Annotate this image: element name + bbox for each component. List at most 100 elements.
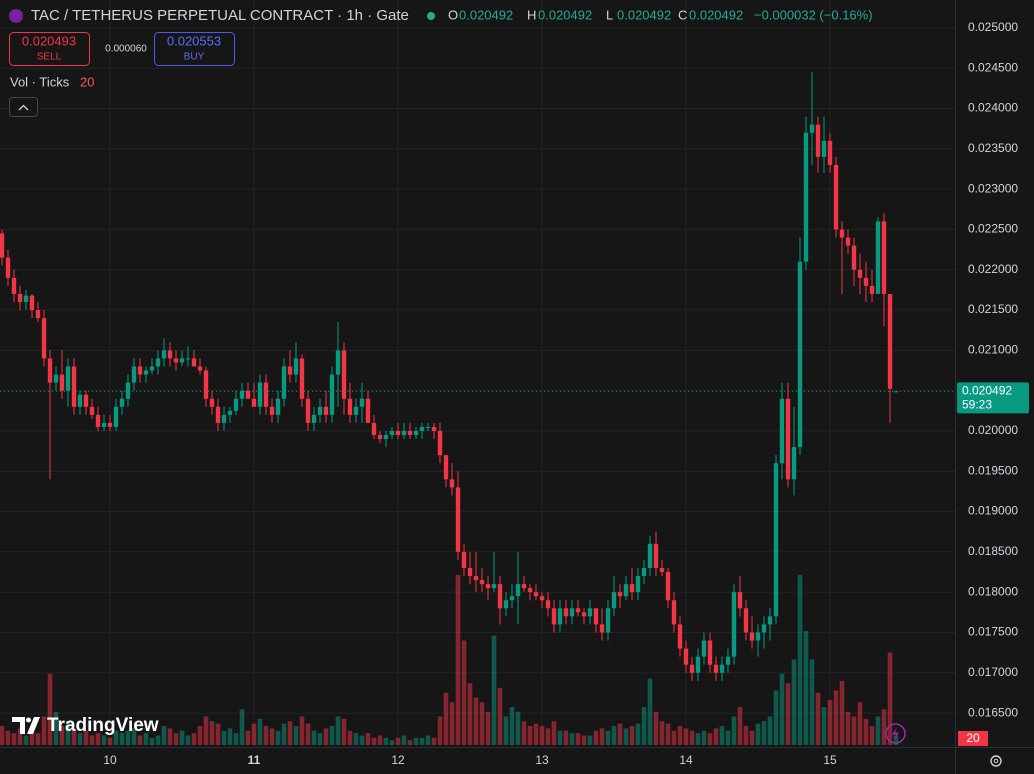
candle-body: [341, 350, 347, 399]
candle-body: [209, 398, 215, 407]
y-tick-label: 0.022500: [968, 222, 1018, 236]
candle-body: [677, 624, 683, 649]
volume-bar: [101, 735, 107, 745]
volume-bar: [383, 737, 389, 745]
collapse-box: [9, 97, 38, 117]
volume-bar: [131, 728, 137, 745]
volume-bar: [215, 723, 221, 745]
volume-bar: [755, 723, 761, 745]
volume-bar: [491, 635, 497, 745]
volume-bar: [497, 688, 503, 745]
lightning-button[interactable]: [885, 723, 906, 744]
volume-bar: [335, 716, 341, 745]
candle-body: [101, 422, 107, 427]
volume-bar: [23, 735, 29, 745]
volume-bar: [329, 726, 335, 745]
candle-body: [137, 366, 143, 375]
volume-bar: [509, 707, 515, 745]
candle-body: [437, 430, 443, 456]
volume-bar: [893, 735, 899, 745]
settings-button[interactable]: [990, 755, 1002, 767]
candle-body: [329, 374, 335, 415]
volume-bar: [317, 733, 323, 745]
volume-bar: [599, 728, 605, 745]
candle-body: [11, 277, 17, 294]
candle-body: [425, 426, 431, 428]
collapse-button[interactable]: [9, 97, 38, 117]
volume-bar: [743, 726, 749, 745]
ohlc-key: H: [527, 7, 536, 22]
candle-body: [563, 608, 569, 617]
candle-body: [71, 366, 77, 407]
volume-bar: [569, 733, 575, 745]
candle-body: [689, 664, 695, 673]
candle-body: [305, 398, 311, 423]
volume-pane: [0, 574, 899, 745]
candle-body: [107, 422, 113, 427]
volume-bar: [785, 683, 791, 745]
candle-body: [23, 295, 29, 303]
volume-bar: [767, 716, 773, 745]
candle-body: [245, 390, 251, 399]
ohlc-value: 0.020492: [617, 7, 671, 22]
volume-bar: [77, 733, 83, 745]
logo-dot: [26, 717, 31, 723]
sell-label: SELL: [37, 52, 62, 63]
volume-bar: [485, 711, 491, 745]
volume-bar: [125, 730, 131, 745]
candle-body: [743, 608, 749, 633]
volume-bar: [167, 728, 173, 745]
candle-body: [269, 406, 275, 415]
candle-body: [65, 366, 71, 391]
candle-body: [749, 632, 755, 641]
volume-bar: [353, 733, 359, 745]
candle-body: [179, 358, 185, 363]
buy-price: 0.020553: [167, 33, 221, 48]
last-price-label: 0.020492: [962, 383, 1012, 397]
candle-body: [659, 567, 665, 573]
volume-bar: [521, 721, 527, 745]
chart-title: TAC / TETHERUS PERPETUAL CONTRACT · 1h ·…: [31, 7, 409, 24]
volume-bar: [461, 640, 467, 745]
volume-bar: [533, 723, 539, 745]
y-tick-label: 0.016500: [968, 705, 1018, 719]
x-tick-label: 10: [103, 753, 117, 767]
candle-body: [323, 406, 329, 415]
candle-body: [605, 608, 611, 633]
volume-bar: [689, 730, 695, 745]
volume-bar: [551, 721, 557, 745]
candle-body: [47, 358, 53, 383]
candle-body: [503, 600, 509, 609]
candle-body: [173, 358, 179, 363]
candle-body: [257, 382, 263, 407]
volume-axis-label: 20: [966, 731, 980, 745]
volume-bar: [341, 718, 347, 745]
y-tick-label: 0.017500: [968, 625, 1018, 639]
candle-body: [863, 277, 869, 286]
candle-body: [77, 394, 83, 407]
volume-bar: [617, 723, 623, 745]
volume-bar: [563, 730, 569, 745]
buy-button[interactable]: 0.020553 BUY: [154, 32, 235, 66]
symbol-icon: [9, 9, 23, 23]
gear: [990, 755, 1002, 767]
volume-bar: [287, 721, 293, 745]
candle-body: [233, 398, 239, 411]
volume-bar: [479, 702, 485, 745]
candle-body: [347, 398, 353, 415]
volume-bar: [161, 726, 167, 745]
volume-bar: [683, 728, 689, 745]
candle-body: [239, 390, 245, 399]
candle-body: [275, 398, 281, 415]
y-tick-label: 0.022000: [968, 262, 1018, 276]
volume-bar: [803, 631, 809, 745]
y-tick-label: 0.019000: [968, 504, 1018, 518]
volume-bar: [581, 735, 587, 745]
ohlc-key: L: [606, 7, 613, 22]
chevron: [18, 104, 29, 111]
sell-button[interactable]: 0.020493 SELL: [9, 32, 90, 66]
volume-bar: [173, 733, 179, 745]
volume-bar: [635, 723, 641, 745]
